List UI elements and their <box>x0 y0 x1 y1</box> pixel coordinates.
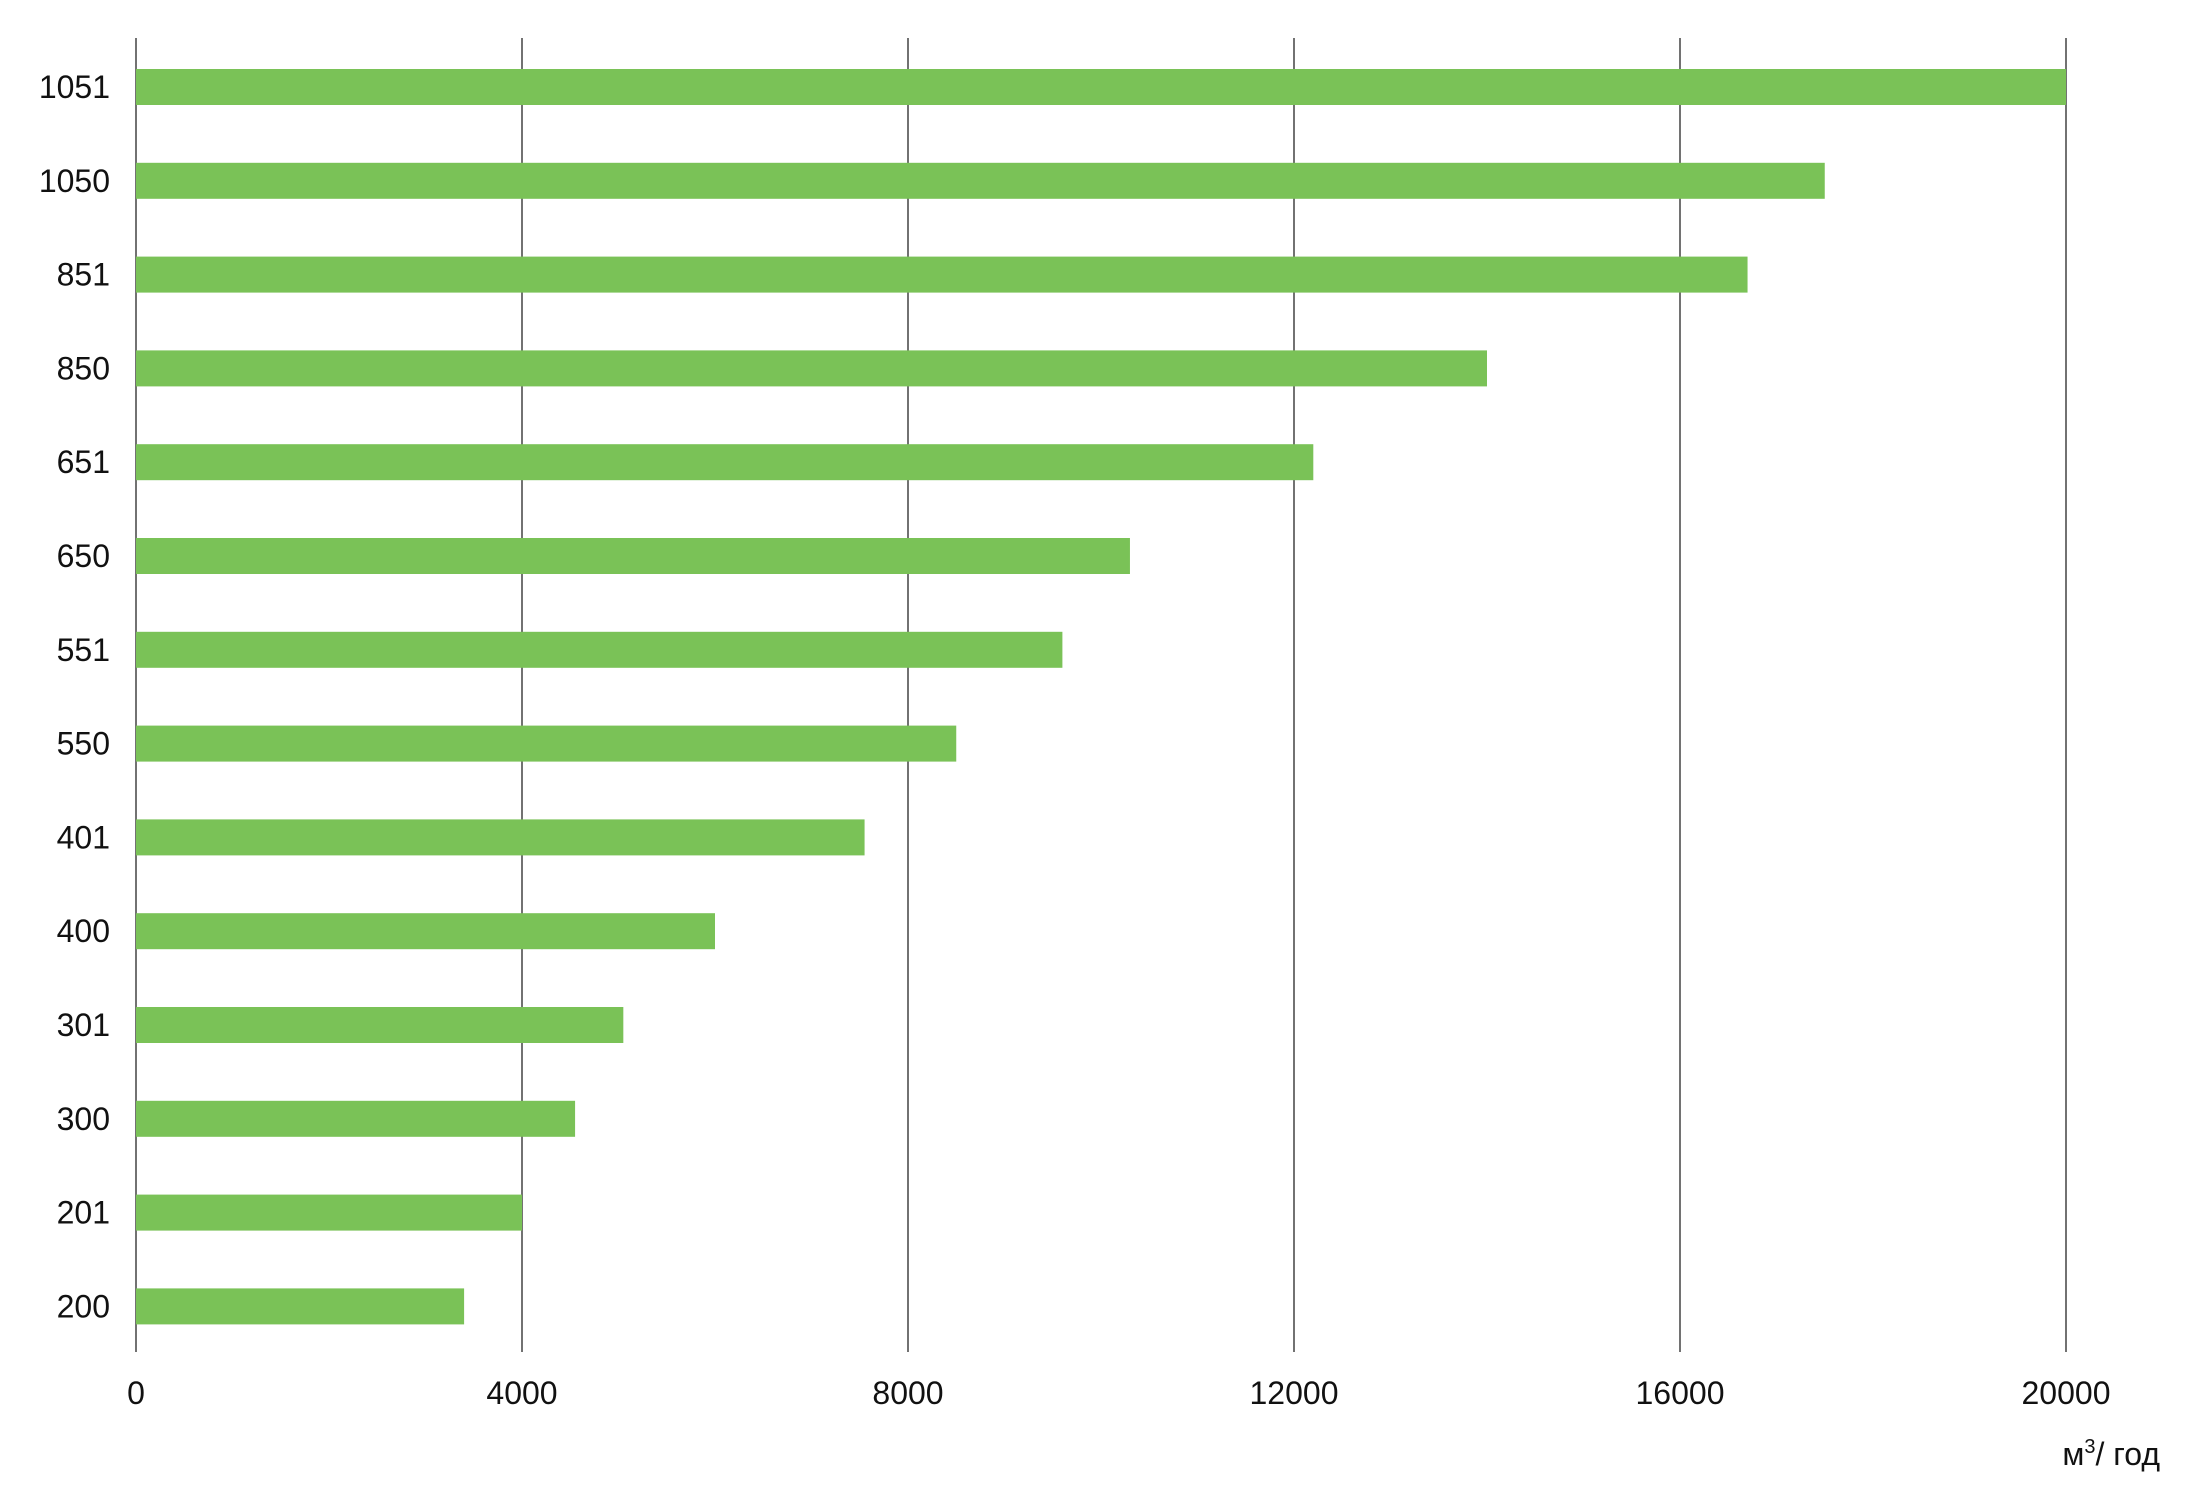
category-label-400: 400 <box>57 913 110 949</box>
x-tick-label-4: 16000 <box>1636 1375 1725 1411</box>
bar-1050 <box>136 162 1825 199</box>
bars <box>136 69 2066 1325</box>
unit-superscript: 3 <box>2084 1436 2095 1458</box>
bar-201 <box>136 1194 522 1231</box>
category-label-850: 850 <box>57 350 110 386</box>
category-label-851: 851 <box>57 257 110 293</box>
bar-200 <box>136 1288 465 1325</box>
bar-550 <box>136 725 957 762</box>
bar-301 <box>136 1007 624 1043</box>
x-tick-label-5: 20000 <box>2022 1375 2111 1411</box>
unit-base: м <box>2062 1436 2084 1472</box>
category-label-1051: 1051 <box>39 69 110 105</box>
bar-400 <box>136 913 715 950</box>
category-label-551: 551 <box>57 632 110 668</box>
x-tick-label-1: 4000 <box>486 1375 557 1411</box>
unit-suffix: / год <box>2095 1436 2160 1472</box>
category-label-651: 651 <box>57 444 110 480</box>
bar-650 <box>136 538 1130 574</box>
bar-850 <box>136 350 1487 387</box>
x-axis-unit-label: м3/ год <box>2062 1436 2160 1472</box>
bar-300 <box>136 1100 576 1137</box>
bar-651 <box>136 444 1314 481</box>
category-labels: 1051 1050 851 850 651 650 551 550 401 400 301 300 20… <box>39 69 110 1324</box>
category-label-1050: 1050 <box>39 163 110 199</box>
bar-551 <box>136 631 1063 668</box>
category-label-201: 201 <box>57 1195 110 1231</box>
x-tick-labels: 0 4000 8000 12000 16000 20000 <box>127 1375 2110 1411</box>
bar-401 <box>136 819 865 856</box>
x-tick-label-0: 0 <box>127 1375 145 1411</box>
grid-lines <box>135 38 2067 1352</box>
category-label-550: 550 <box>57 726 110 762</box>
category-label-401: 401 <box>57 819 110 855</box>
bar-851 <box>136 256 1748 293</box>
x-tick-label-3: 12000 <box>1250 1375 1339 1411</box>
category-label-301: 301 <box>57 1007 110 1043</box>
x-tick-label-2: 8000 <box>872 1375 943 1411</box>
category-label-300: 300 <box>57 1101 110 1137</box>
category-label-650: 650 <box>57 538 110 574</box>
category-label-200: 200 <box>57 1288 110 1324</box>
bar-1051 <box>136 69 2066 105</box>
